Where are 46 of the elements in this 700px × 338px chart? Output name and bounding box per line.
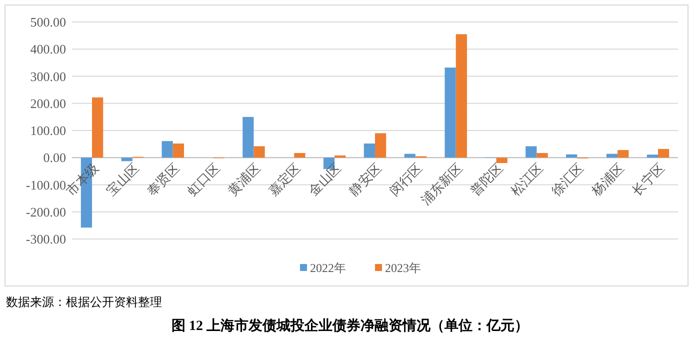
x-tick-label: 徐汇区 bbox=[548, 160, 586, 199]
x-tick-label: 静安区 bbox=[346, 160, 384, 199]
y-tick-label: -300.00 bbox=[26, 232, 66, 247]
bar bbox=[121, 158, 132, 162]
bar bbox=[364, 144, 375, 158]
bar bbox=[496, 158, 508, 164]
x-tick-label: 黄浦区 bbox=[224, 160, 264, 199]
x-tick-label: 金山区 bbox=[306, 160, 344, 199]
legend-label: 2022年 bbox=[310, 261, 346, 276]
bar bbox=[566, 154, 578, 158]
y-tick-label: 500.00 bbox=[30, 14, 66, 30]
bar bbox=[456, 34, 467, 158]
bar bbox=[526, 146, 537, 158]
bar bbox=[334, 155, 346, 158]
x-tick-label: 长宁区 bbox=[629, 160, 668, 199]
y-tick-label: 400.00 bbox=[30, 42, 66, 57]
y-tick-label: 100.00 bbox=[30, 123, 66, 138]
source-note: 数据来源：根据公开资料整理 bbox=[6, 295, 162, 309]
bar bbox=[444, 68, 456, 158]
x-tick-label: 奉贤区 bbox=[144, 160, 182, 199]
bar bbox=[404, 154, 416, 158]
bar bbox=[254, 146, 265, 158]
y-tick-label: -100.00 bbox=[26, 177, 66, 192]
bar bbox=[658, 148, 670, 158]
bar bbox=[294, 153, 306, 158]
bar bbox=[646, 154, 658, 158]
bar bbox=[242, 116, 254, 158]
bar bbox=[162, 141, 173, 158]
x-tick-label: 宝山区 bbox=[104, 160, 142, 199]
bar bbox=[536, 153, 548, 158]
x-tick-label: 杨浦区 bbox=[588, 160, 627, 200]
bar bbox=[92, 97, 104, 158]
y-tick-label: 200.00 bbox=[30, 96, 66, 111]
y-tick-label: -200.00 bbox=[26, 204, 66, 220]
x-tick-label: 普陀区 bbox=[467, 160, 506, 199]
x-tick-label: 嘉定区 bbox=[265, 160, 304, 199]
y-tick-label: 0.00 bbox=[43, 150, 66, 166]
text: 图 12 上海市发债城投企业债券净融资情况（单位：亿元） bbox=[172, 317, 528, 334]
bar bbox=[618, 150, 629, 158]
x-tick-label: 虹口区 bbox=[184, 160, 223, 199]
y-tick-label: 300.00 bbox=[30, 68, 66, 84]
x-tick-label: 松江区 bbox=[508, 160, 546, 199]
bar bbox=[375, 133, 386, 158]
bar bbox=[172, 144, 184, 158]
legend-label: 2023年 bbox=[385, 261, 421, 276]
bar bbox=[606, 154, 618, 158]
